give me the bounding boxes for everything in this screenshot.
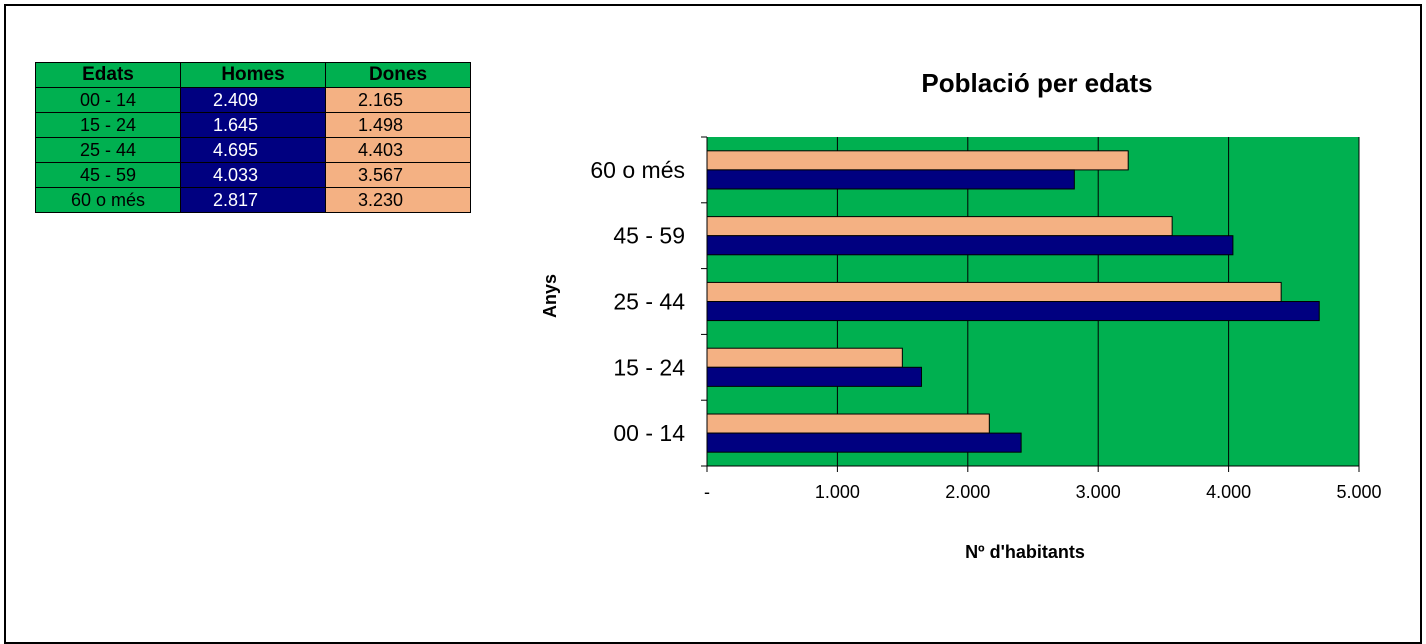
bar-homes bbox=[706, 366, 923, 387]
bar-dones bbox=[706, 216, 1173, 237]
bar-dones bbox=[706, 413, 990, 434]
category-label: 25 - 44 bbox=[613, 289, 685, 315]
bar-dones bbox=[706, 150, 1129, 171]
men-cell: 4.033 bbox=[180, 162, 326, 188]
category-label: 60 o més bbox=[590, 157, 685, 183]
age-cell: 60 o més bbox=[35, 187, 181, 213]
bar-homes bbox=[706, 235, 1234, 256]
bars-group bbox=[706, 150, 1320, 453]
bar-dones bbox=[706, 347, 903, 368]
population-table: Edats Homes Dones 00 - 14 2.409 2.165 15… bbox=[35, 62, 471, 213]
table-row: 25 - 44 4.695 4.403 bbox=[35, 137, 471, 163]
x-tick-label: 2.000 bbox=[945, 482, 990, 502]
women-cell: 2.165 bbox=[325, 87, 471, 113]
table-row: 15 - 24 1.645 1.498 bbox=[35, 112, 471, 138]
category-label: 00 - 14 bbox=[613, 420, 685, 446]
y-ticks bbox=[701, 136, 707, 467]
y-axis-title: Anys bbox=[540, 274, 560, 318]
table-row: 60 o més 2.817 3.230 bbox=[35, 187, 471, 213]
x-tick-label: 3.000 bbox=[1076, 482, 1121, 502]
age-cell: 15 - 24 bbox=[35, 112, 181, 138]
women-cell: 4.403 bbox=[325, 137, 471, 163]
bar-homes bbox=[706, 301, 1320, 322]
category-label: 45 - 59 bbox=[613, 223, 685, 249]
population-bar-chart: Població per edats 00 - 14 15 - 24 25 - 44… bbox=[540, 68, 1382, 562]
bar-homes bbox=[706, 169, 1075, 190]
bar-dones bbox=[706, 281, 1282, 302]
age-cell: 45 - 59 bbox=[35, 162, 181, 188]
category-label: 15 - 24 bbox=[613, 354, 685, 380]
x-tick-labels: - 1.000 2.000 3.000 4.000 5.000 bbox=[704, 482, 1382, 502]
women-cell: 3.567 bbox=[325, 162, 471, 188]
x-ticks bbox=[706, 466, 1360, 472]
age-cell: 00 - 14 bbox=[35, 87, 181, 113]
x-tick-label: - bbox=[704, 482, 710, 502]
women-cell: 3.230 bbox=[325, 187, 471, 213]
category-labels: 00 - 14 15 - 24 25 - 44 45 - 59 60 o més bbox=[590, 157, 685, 446]
men-cell: 2.817 bbox=[180, 187, 326, 213]
age-cell: 25 - 44 bbox=[35, 137, 181, 163]
bar-homes bbox=[706, 432, 1022, 453]
header-homes: Homes bbox=[180, 62, 326, 88]
table-row: 45 - 59 4.033 3.567 bbox=[35, 162, 471, 188]
table-row: 00 - 14 2.409 2.165 bbox=[35, 87, 471, 113]
x-tick-label: 4.000 bbox=[1206, 482, 1251, 502]
x-axis-title: Nº d'habitants bbox=[965, 542, 1085, 562]
chart-title: Població per edats bbox=[921, 68, 1152, 98]
x-tick-label: 1.000 bbox=[815, 482, 860, 502]
x-tick-label: 5.000 bbox=[1336, 482, 1381, 502]
header-dones: Dones bbox=[325, 62, 471, 88]
